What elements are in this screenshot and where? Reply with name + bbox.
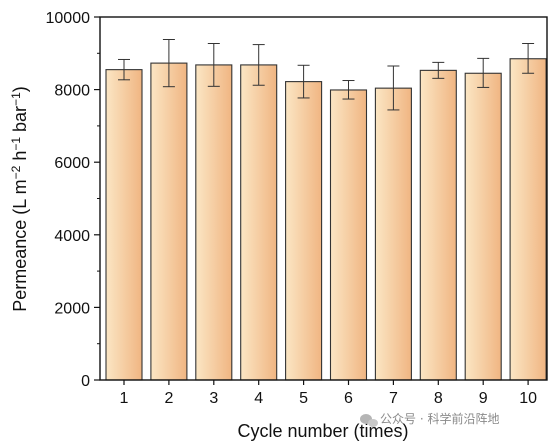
x-tick-label: 7	[389, 390, 398, 407]
error-bar-cycle-2	[162, 39, 175, 88]
x-tick-label: 1	[120, 390, 129, 407]
error-bar-cycle-8	[432, 61, 445, 79]
error-bars	[118, 39, 535, 111]
bar-cycle-5	[285, 81, 323, 381]
y-axis: 0 2000 4000 6000 8000 10000	[46, 10, 100, 390]
watermark: 公众号 · 科学前沿阵地	[360, 411, 499, 427]
x-tick-label: 10	[519, 390, 537, 407]
x-tick-label: 4	[254, 390, 263, 407]
bar-cycle-2	[150, 62, 188, 381]
bar-cycle-4	[240, 64, 278, 381]
y-tick-label: 2000	[54, 300, 90, 317]
y-tick-label: 0	[81, 373, 90, 390]
bar-cycle-9	[464, 72, 502, 381]
x-tick-label: 8	[434, 390, 443, 407]
bar-cycle-10	[509, 58, 547, 381]
bar-cycle-1	[105, 69, 143, 381]
error-bar-cycle-4	[252, 44, 265, 86]
bar-cycle-7	[374, 87, 412, 381]
x-axis-title: Cycle number (times)	[237, 421, 408, 441]
error-bar-cycle-1	[118, 58, 130, 81]
error-bar-cycle-10	[522, 42, 535, 74]
bar-cycle-6	[329, 89, 368, 381]
x-tick-label: 3	[209, 390, 218, 407]
x-tick-label: 9	[479, 390, 488, 407]
x-tick-label: 6	[344, 390, 353, 407]
y-axis-title: Permeance (L m−2 h−1 bar−1)	[9, 86, 30, 312]
y-tick-label: 10000	[46, 10, 91, 27]
watermark-text: 公众号 · 科学前沿阵地	[380, 411, 499, 426]
x-tick-label: 2	[164, 390, 173, 407]
bar-cycle-8	[419, 69, 457, 381]
x-tick-label: 5	[299, 390, 308, 407]
error-bar-cycle-3	[207, 42, 220, 87]
error-bar-cycle-5	[297, 64, 310, 99]
error-bar-cycle-6	[342, 80, 355, 100]
x-axis: 1 2 3 4 5 6 7 8 9 10	[120, 380, 537, 407]
bars	[105, 58, 547, 381]
y-tick-label: 6000	[54, 155, 90, 172]
y-tick-label: 8000	[54, 83, 90, 100]
error-bar-cycle-7	[387, 65, 400, 111]
bar-cycle-3	[195, 64, 233, 381]
error-bar-cycle-9	[477, 57, 490, 88]
y-tick-label: 4000	[54, 228, 90, 245]
wechat-icon	[360, 414, 378, 427]
